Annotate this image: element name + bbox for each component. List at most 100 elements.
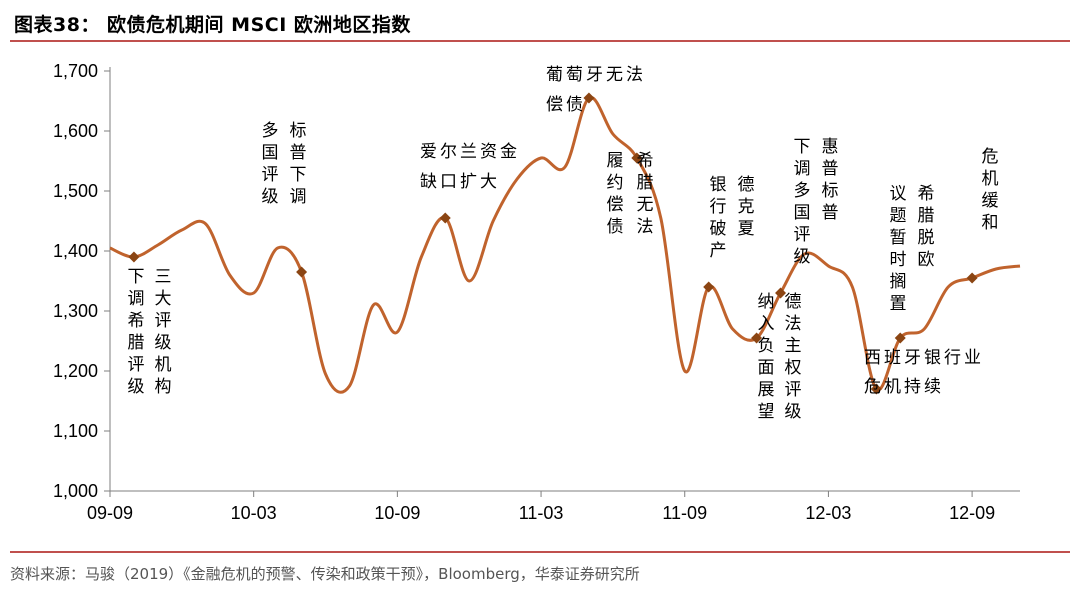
event-label-char: 多 <box>794 181 811 201</box>
footer-divider <box>10 551 1070 553</box>
event-label: 纳入负面展望 <box>758 292 775 422</box>
event-annotations: 下调希腊评级三大评级机构多国评级标普下调爱尔兰资金缺口扩大葡萄牙无法偿债履约偿债… <box>128 65 999 422</box>
event-label-char: 构 <box>155 377 172 397</box>
event-label-char: 腊 <box>128 333 145 353</box>
x-tick-label: 11-09 <box>662 503 707 523</box>
x-tick-label: 10-03 <box>231 503 277 523</box>
event-label-char: 三 <box>155 267 172 287</box>
event-marker <box>296 266 308 278</box>
event-label: 希腊无法 <box>637 151 654 237</box>
event-label-char: 产 <box>710 241 727 261</box>
event-marker <box>751 332 763 344</box>
event-label-char: 无 <box>637 195 654 215</box>
event-label-char: 普 <box>822 159 839 179</box>
event-label: 葡萄牙无法 <box>546 65 646 85</box>
event-label-char: 权 <box>785 358 802 378</box>
event-label: 下调多国评级 <box>794 137 811 267</box>
plot-area <box>109 92 1021 395</box>
event-label-char: 机 <box>155 355 172 375</box>
event-label: 爱尔兰资金 <box>420 142 520 162</box>
event-label-char: 主 <box>785 336 802 356</box>
event-label-char: 克 <box>738 197 755 217</box>
y-tick-label: 1,300 <box>53 301 98 321</box>
y-tick-label: 1,200 <box>53 361 98 381</box>
event-label-char: 级 <box>262 187 279 207</box>
event-label-char: 下 <box>128 267 145 287</box>
event-label-char: 希 <box>918 184 935 204</box>
event-label-char: 腊 <box>918 206 935 226</box>
event-label-char: 国 <box>262 143 279 163</box>
event-marker <box>894 332 906 344</box>
event-label-char: 行 <box>710 197 727 217</box>
event-label-char: 时 <box>890 250 907 270</box>
event-label-char: 法 <box>637 217 654 237</box>
event-label-char: 级 <box>785 402 802 422</box>
event-label: 希腊脱欧 <box>918 184 935 270</box>
event-label-char: 展 <box>758 380 775 400</box>
event-marker <box>966 272 978 284</box>
event-marker <box>439 212 451 224</box>
event-label-char: 多 <box>262 121 279 141</box>
event-label: 下调希腊评级 <box>128 267 145 397</box>
chart-title: 图表38： 欧债危机期间 MSCI 欧洲地区指数 <box>14 14 411 36</box>
event-marker <box>703 281 715 293</box>
event-label-char: 评 <box>155 311 172 331</box>
event-label: 惠普标普 <box>822 137 839 223</box>
event-label: 危机缓和 <box>982 147 999 233</box>
event-label: 三大评级机构 <box>155 267 172 397</box>
event-label-char: 级 <box>128 377 145 397</box>
y-tick-label: 1,600 <box>53 121 98 141</box>
event-label-char: 约 <box>607 173 624 193</box>
event-label-char: 普 <box>290 143 307 163</box>
event-label-char: 望 <box>758 402 775 422</box>
event-label-char: 搁 <box>890 272 907 292</box>
event-label-char: 希 <box>637 151 654 171</box>
event-label-char: 标 <box>822 181 839 201</box>
event-label-char: 纳 <box>758 292 775 312</box>
event-label-char: 题 <box>890 206 907 226</box>
event-label-char: 德 <box>785 292 802 312</box>
event-label-char: 惠 <box>822 137 839 157</box>
event-label-char: 标 <box>290 121 307 141</box>
event-label-char: 入 <box>758 314 775 334</box>
event-label: 标普下调 <box>290 121 307 207</box>
event-label: 缺口扩大 <box>420 172 500 192</box>
event-label: 议题暂时搁置 <box>890 184 907 314</box>
event-marker <box>775 287 787 299</box>
event-label-char: 大 <box>155 289 172 309</box>
x-tick-label: 12-09 <box>949 503 995 523</box>
event-label-char: 机 <box>982 169 999 189</box>
event-label-char: 调 <box>128 289 145 309</box>
event-label-char: 履 <box>607 151 624 171</box>
x-tick-label: 11-03 <box>519 503 564 523</box>
event-label-char: 缓 <box>982 191 999 211</box>
event-label-char: 下 <box>290 165 307 185</box>
y-tick-label: 1,700 <box>53 61 98 81</box>
source-note: 资料来源：马骏（2019）《金融危机的预警、传染和政策干预》，Bloomberg… <box>10 565 640 583</box>
event-label-char: 评 <box>128 355 145 375</box>
event-label-char: 银 <box>710 175 727 195</box>
event-label-char: 破 <box>710 219 727 239</box>
event-marker <box>631 152 643 164</box>
event-label-char: 负 <box>758 336 775 356</box>
x-tick-label: 12-03 <box>805 503 851 523</box>
event-label-char: 面 <box>758 358 775 378</box>
event-label: 履约偿债 <box>607 151 624 237</box>
event-label-char: 普 <box>822 203 839 223</box>
event-marker <box>870 383 882 395</box>
y-tick-label: 1,100 <box>53 421 98 441</box>
event-label: 银行破产 <box>710 175 727 261</box>
event-label-char: 议 <box>890 184 907 204</box>
event-label: 西班牙银行业 <box>864 348 984 368</box>
event-label-char: 和 <box>982 213 999 233</box>
event-label-char: 债 <box>607 217 624 237</box>
x-tick-label: 09-09 <box>87 503 133 523</box>
event-label-char: 评 <box>794 225 811 245</box>
y-tick-label: 1,500 <box>53 181 98 201</box>
event-label-char: 调 <box>290 187 307 207</box>
event-label-char: 置 <box>890 294 907 314</box>
event-label-char: 危 <box>982 147 999 167</box>
event-label-char: 调 <box>794 159 811 179</box>
event-marker <box>128 251 140 263</box>
event-label-char: 国 <box>794 203 811 223</box>
